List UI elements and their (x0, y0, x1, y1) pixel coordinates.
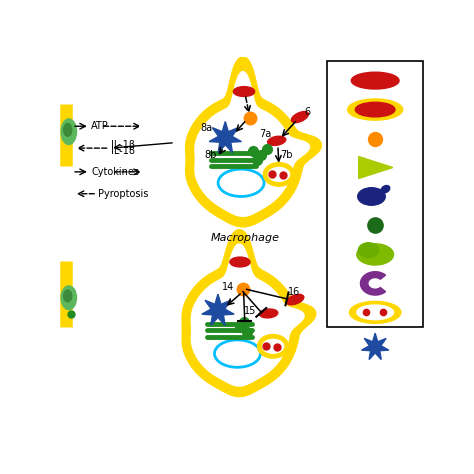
Ellipse shape (358, 243, 379, 257)
Polygon shape (209, 121, 241, 153)
Ellipse shape (64, 290, 72, 302)
Text: 16: 16 (288, 287, 300, 297)
Polygon shape (188, 60, 319, 224)
Ellipse shape (292, 111, 309, 123)
Ellipse shape (61, 119, 76, 145)
Text: 8a: 8a (201, 123, 213, 133)
Text: 7b: 7b (280, 150, 292, 160)
Text: 6: 6 (304, 107, 310, 117)
Ellipse shape (259, 309, 278, 318)
Ellipse shape (351, 72, 399, 89)
Ellipse shape (358, 188, 385, 205)
Text: 8b: 8b (204, 150, 217, 160)
Ellipse shape (381, 185, 390, 193)
Ellipse shape (64, 124, 72, 136)
Ellipse shape (259, 336, 287, 356)
Ellipse shape (265, 164, 293, 184)
Polygon shape (195, 72, 310, 216)
Polygon shape (185, 232, 313, 394)
Ellipse shape (286, 294, 304, 305)
Polygon shape (361, 272, 385, 295)
Text: Macrophage: Macrophage (210, 233, 279, 243)
Text: Cytokines: Cytokines (91, 167, 139, 177)
Text: IL-18: IL-18 (110, 146, 135, 156)
Polygon shape (362, 333, 389, 360)
Ellipse shape (349, 301, 401, 323)
Text: Pyroptosis: Pyroptosis (98, 189, 148, 199)
Ellipse shape (61, 286, 76, 310)
FancyBboxPatch shape (328, 61, 423, 327)
Text: ATP: ATP (91, 121, 109, 131)
Ellipse shape (268, 136, 286, 146)
Text: 14: 14 (222, 282, 234, 292)
Ellipse shape (347, 99, 403, 120)
Text: 7a: 7a (259, 129, 271, 139)
Polygon shape (359, 156, 393, 179)
Ellipse shape (356, 102, 395, 117)
Ellipse shape (233, 87, 255, 97)
Ellipse shape (230, 257, 250, 267)
Polygon shape (202, 294, 234, 325)
Ellipse shape (357, 305, 393, 319)
Text: 15: 15 (244, 306, 256, 316)
Polygon shape (191, 244, 304, 386)
Ellipse shape (357, 244, 393, 265)
Text: IL-1β: IL-1β (110, 140, 135, 150)
